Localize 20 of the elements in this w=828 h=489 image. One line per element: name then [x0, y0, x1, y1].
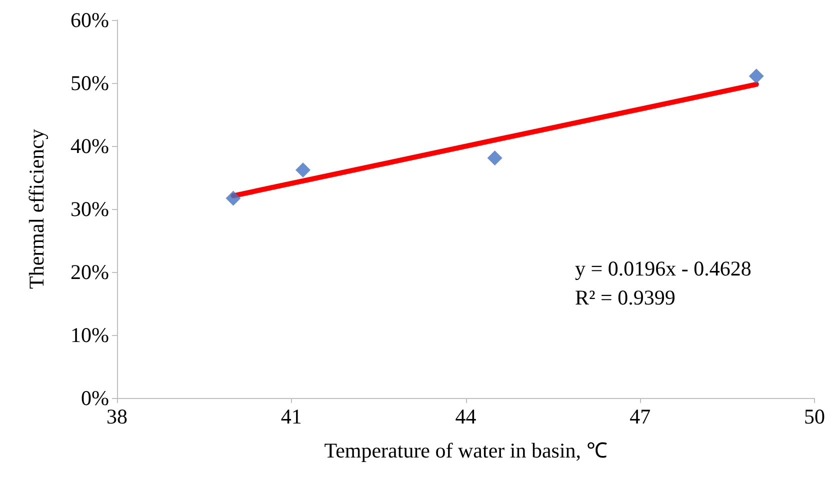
annotation: y = 0.0196x - 0.4628	[574, 256, 752, 280]
y-axis-title: Thermal efficiency	[24, 128, 48, 289]
x-axis-title: Temperature of water in basin, ℃	[324, 438, 608, 462]
point	[226, 190, 241, 206]
y-tick-label: 0%	[81, 386, 109, 410]
y-tick-label: 60%	[70, 8, 109, 32]
x-tick-label: 41	[280, 404, 302, 428]
point	[296, 162, 310, 178]
y-tick-label: 10%	[70, 323, 109, 347]
x-tick-label: 38	[106, 404, 128, 428]
y-tick-label: 40%	[70, 134, 109, 158]
x-tick-label: 47	[630, 404, 651, 428]
point	[487, 150, 502, 166]
y-tick-label: 30%	[70, 197, 109, 221]
y-tick-label: 20%	[70, 260, 109, 284]
point	[748, 68, 764, 84]
x-tick-label: 44	[455, 404, 477, 428]
annotation: R² = 0.9399	[574, 286, 676, 310]
x-tick-label: 50	[804, 404, 825, 428]
y-tick-label: 50%	[70, 71, 109, 95]
